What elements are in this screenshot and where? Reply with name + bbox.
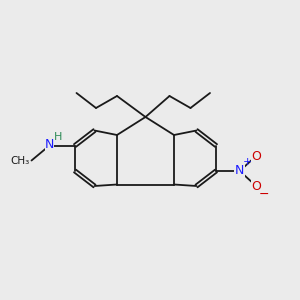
Text: N: N: [45, 137, 54, 151]
Text: +: +: [243, 157, 253, 167]
Text: N: N: [235, 164, 244, 178]
Text: −: −: [259, 188, 269, 201]
Text: O: O: [252, 179, 261, 193]
Text: H: H: [54, 132, 62, 142]
Text: O: O: [252, 149, 261, 163]
Text: CH₃: CH₃: [11, 155, 30, 166]
